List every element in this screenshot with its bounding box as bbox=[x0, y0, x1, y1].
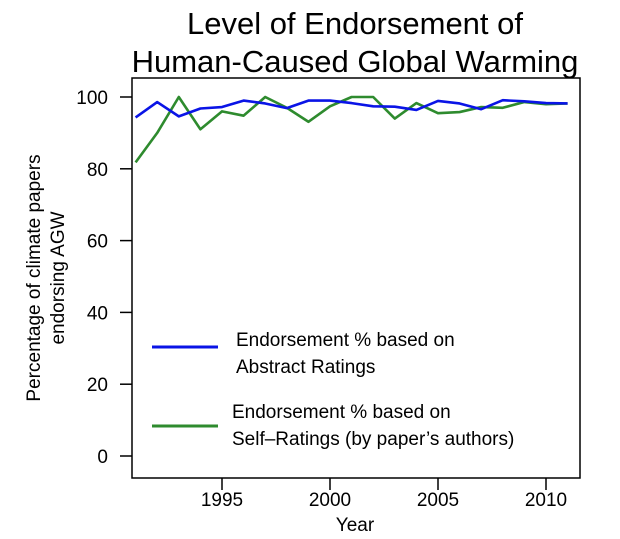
series-line-self-ratings bbox=[134, 95, 568, 164]
y-tick-label: 20 bbox=[87, 375, 108, 396]
y-axis-label-line2: endorsing AGW bbox=[48, 211, 69, 344]
x-axis-label: Year bbox=[336, 515, 375, 536]
y-tick-label: 60 bbox=[87, 232, 108, 253]
y-tick-label: 0 bbox=[97, 447, 108, 468]
chart-title-line2: Human-Caused Global Warming bbox=[132, 44, 579, 79]
y-axis-label-line1: Percentage of climate papers bbox=[24, 154, 45, 401]
legend-label-abstract-2: Abstract Ratings bbox=[236, 357, 375, 378]
x-tick-label: 2005 bbox=[417, 490, 459, 511]
x-tick-label: 1995 bbox=[201, 490, 243, 511]
chart-title-line1: Level of Endorsement of bbox=[187, 6, 523, 41]
y-tick-label: 100 bbox=[76, 88, 108, 109]
legend-label-abstract-1: Endorsement % based on bbox=[236, 330, 455, 351]
y-tick-label: 80 bbox=[87, 160, 108, 181]
legend-label-self-1: Endorsement % based on bbox=[232, 402, 451, 423]
y-tick-label: 40 bbox=[87, 303, 108, 324]
x-tick-label: 2010 bbox=[525, 490, 567, 511]
x-tick-label: 2000 bbox=[309, 490, 351, 511]
legend-label-self-2: Self–Ratings (by paper’s authors) bbox=[232, 429, 514, 450]
plot-frame bbox=[131, 77, 581, 479]
